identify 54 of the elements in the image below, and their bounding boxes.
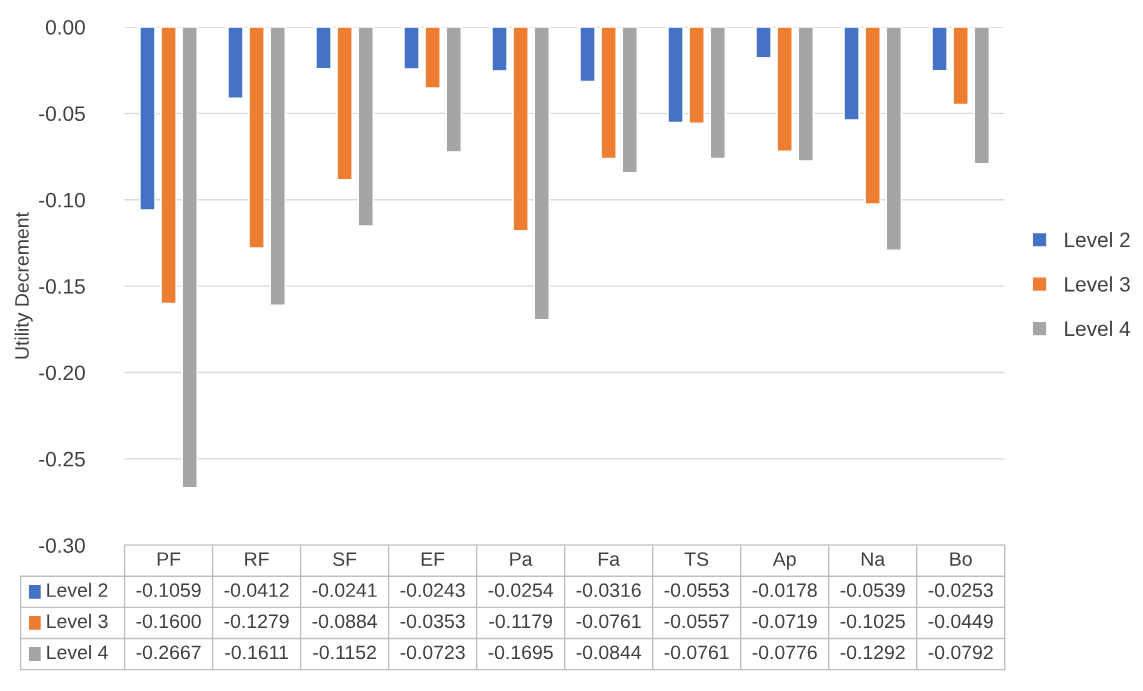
y-tick-label: -0.15 — [39, 279, 85, 294]
text: Level 2 — [47, 582, 108, 598]
data-label: -0.0792 — [928, 645, 993, 660]
data-label: -0.0884 — [312, 614, 378, 629]
data-label: -0.0254 — [488, 583, 554, 598]
data-label: -0.1152 — [313, 645, 376, 660]
x-tick-label: Ap — [772, 552, 796, 570]
y-tick-label: -0.05 — [39, 106, 85, 122]
data-label: -0.1611 — [225, 645, 288, 660]
data-label: -0.0243 — [400, 583, 465, 598]
data-label: -0.0719 — [752, 614, 817, 629]
data-label: -0.1279 — [224, 614, 289, 629]
data-label: -0.1292 — [840, 645, 905, 660]
data-label: -0.0844 — [576, 645, 642, 660]
data-label: -0.0449 — [928, 614, 993, 629]
data-label: -0.0412 — [224, 583, 289, 598]
legend-label: Level 2 — [1065, 231, 1130, 248]
data-label: -0.1179 — [489, 614, 552, 629]
y-tick-label: -0.20 — [39, 365, 85, 381]
y-tick-label: -0.30 — [39, 538, 85, 553]
data-label: -0.1600 — [136, 614, 201, 629]
data-label: -0.1695 — [488, 645, 553, 660]
x-tick-label: RF — [245, 552, 269, 566]
data-label: -0.0253 — [928, 583, 993, 598]
data-label: -0.0761 — [576, 614, 641, 629]
x-tick-label: EF — [421, 552, 445, 566]
x-tick-label: Pa — [510, 552, 533, 566]
data-label: -0.2667 — [136, 645, 201, 660]
x-tick-label: TS — [684, 552, 709, 566]
data-label: -0.0539 — [840, 583, 905, 598]
x-tick-label: SF — [333, 552, 357, 566]
data-label: -0.0557 — [664, 614, 729, 629]
y-axis-title: Utility Decrement — [14, 212, 33, 359]
text: Level 4 — [47, 644, 108, 660]
data-label: -0.1025 — [840, 614, 905, 629]
data-label: -0.0776 — [752, 645, 817, 660]
data-label: -0.0178 — [752, 583, 817, 598]
data-label: -0.1059 — [136, 583, 201, 598]
data-label: -0.0241 — [312, 583, 377, 598]
y-tick-label: 0.00 — [45, 19, 85, 35]
legend-label: Level 3 — [1065, 276, 1130, 292]
y-tick-label: -0.25 — [39, 451, 85, 467]
data-label: -0.0761 — [664, 645, 729, 660]
x-tick-label: Bo — [950, 552, 972, 566]
x-tick-label: PF — [157, 552, 181, 566]
legend-label: Level 4 — [1065, 320, 1131, 337]
y-tick-label: -0.10 — [39, 192, 85, 208]
data-label: -0.0353 — [400, 614, 465, 629]
x-tick-label: Na — [861, 552, 886, 566]
data-label: -0.0316 — [576, 583, 641, 598]
data-label: -0.0723 — [400, 645, 465, 660]
data-label: -0.0553 — [664, 583, 729, 598]
text: Level 3 — [47, 613, 108, 629]
x-tick-label: Fa — [598, 552, 620, 566]
